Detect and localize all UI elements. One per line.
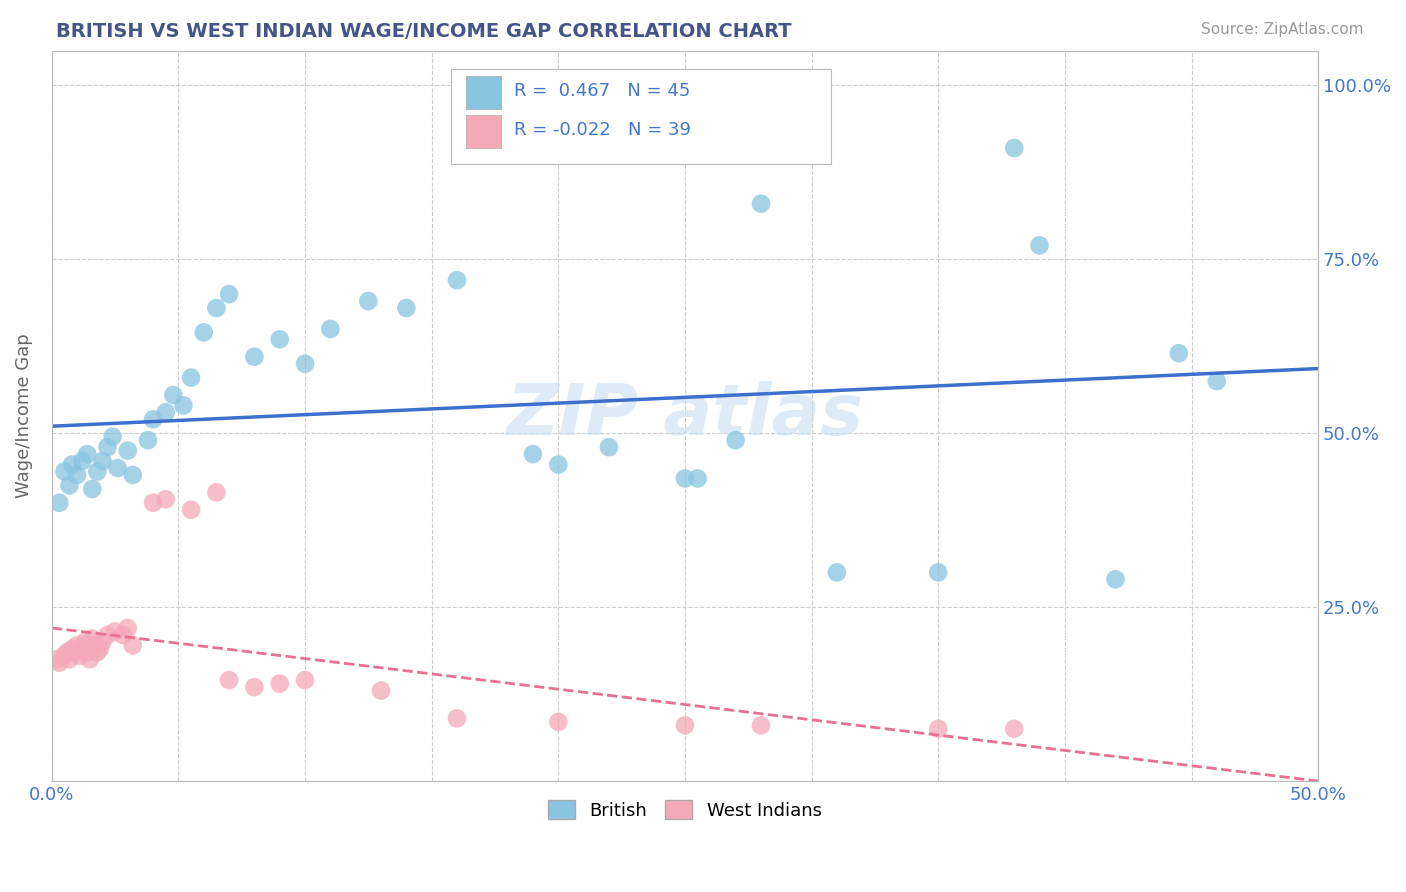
Point <box>142 412 165 426</box>
Point <box>927 566 949 580</box>
Point <box>1028 238 1050 252</box>
Point <box>825 566 848 580</box>
Point <box>107 461 129 475</box>
Point <box>927 722 949 736</box>
Point <box>598 440 620 454</box>
Point <box>79 652 101 666</box>
Point <box>60 641 83 656</box>
Point <box>547 714 569 729</box>
Point <box>205 301 228 315</box>
Point <box>269 332 291 346</box>
Point <box>83 639 105 653</box>
Point <box>69 648 91 663</box>
Point <box>86 465 108 479</box>
Point <box>673 471 696 485</box>
Point <box>136 433 159 447</box>
Point <box>547 458 569 472</box>
Point <box>162 388 184 402</box>
Point <box>121 467 143 482</box>
Point <box>243 680 266 694</box>
Point <box>101 430 124 444</box>
Text: ZIP atlas: ZIP atlas <box>506 382 863 450</box>
Point <box>395 301 418 315</box>
Point <box>142 496 165 510</box>
Point <box>749 196 772 211</box>
Point <box>1104 572 1126 586</box>
Point <box>70 454 93 468</box>
FancyBboxPatch shape <box>465 76 502 109</box>
Point <box>205 485 228 500</box>
Point <box>58 478 80 492</box>
Point <box>446 711 468 725</box>
Y-axis label: Wage/Income Gap: Wage/Income Gap <box>15 334 32 499</box>
Point <box>45 652 67 666</box>
Point <box>58 652 80 666</box>
Point <box>96 440 118 454</box>
Point <box>1167 346 1189 360</box>
Point <box>1205 374 1227 388</box>
Point <box>180 502 202 516</box>
Point <box>117 443 139 458</box>
Point <box>73 635 96 649</box>
Point <box>180 370 202 384</box>
FancyBboxPatch shape <box>451 69 831 164</box>
Point <box>76 447 98 461</box>
Point <box>155 405 177 419</box>
Point <box>53 465 76 479</box>
Point <box>1002 722 1025 736</box>
Text: Source: ZipAtlas.com: Source: ZipAtlas.com <box>1201 22 1364 37</box>
Point <box>749 718 772 732</box>
Point <box>82 482 104 496</box>
Point <box>155 492 177 507</box>
Point <box>1002 141 1025 155</box>
Point <box>66 467 89 482</box>
Point <box>218 287 240 301</box>
Point <box>193 326 215 340</box>
Point <box>96 628 118 642</box>
Point <box>294 673 316 687</box>
Point <box>218 673 240 687</box>
Point <box>319 322 342 336</box>
FancyBboxPatch shape <box>465 115 502 148</box>
Point <box>60 458 83 472</box>
Text: R =  0.467   N = 45: R = 0.467 N = 45 <box>515 82 690 100</box>
Point <box>70 641 93 656</box>
Point <box>66 639 89 653</box>
Point <box>89 641 111 656</box>
Point <box>294 357 316 371</box>
Point <box>63 645 86 659</box>
Point <box>48 656 70 670</box>
Point <box>91 454 114 468</box>
Point <box>446 273 468 287</box>
Point <box>121 639 143 653</box>
Legend: British, West Indians: British, West Indians <box>541 793 830 827</box>
Point <box>82 632 104 646</box>
Point <box>269 676 291 690</box>
Point <box>104 624 127 639</box>
Point <box>357 294 380 309</box>
Point <box>111 628 134 642</box>
Point <box>370 683 392 698</box>
Text: BRITISH VS WEST INDIAN WAGE/INCOME GAP CORRELATION CHART: BRITISH VS WEST INDIAN WAGE/INCOME GAP C… <box>56 22 792 41</box>
Point <box>48 496 70 510</box>
Point <box>56 645 79 659</box>
Point <box>522 447 544 461</box>
Point <box>91 635 114 649</box>
Point <box>673 718 696 732</box>
Point <box>686 471 709 485</box>
Point <box>53 648 76 663</box>
Point <box>86 645 108 659</box>
Point <box>243 350 266 364</box>
Point <box>724 433 747 447</box>
Point <box>117 621 139 635</box>
Point <box>172 398 194 412</box>
Point <box>76 645 98 659</box>
Text: R = -0.022   N = 39: R = -0.022 N = 39 <box>515 120 690 138</box>
